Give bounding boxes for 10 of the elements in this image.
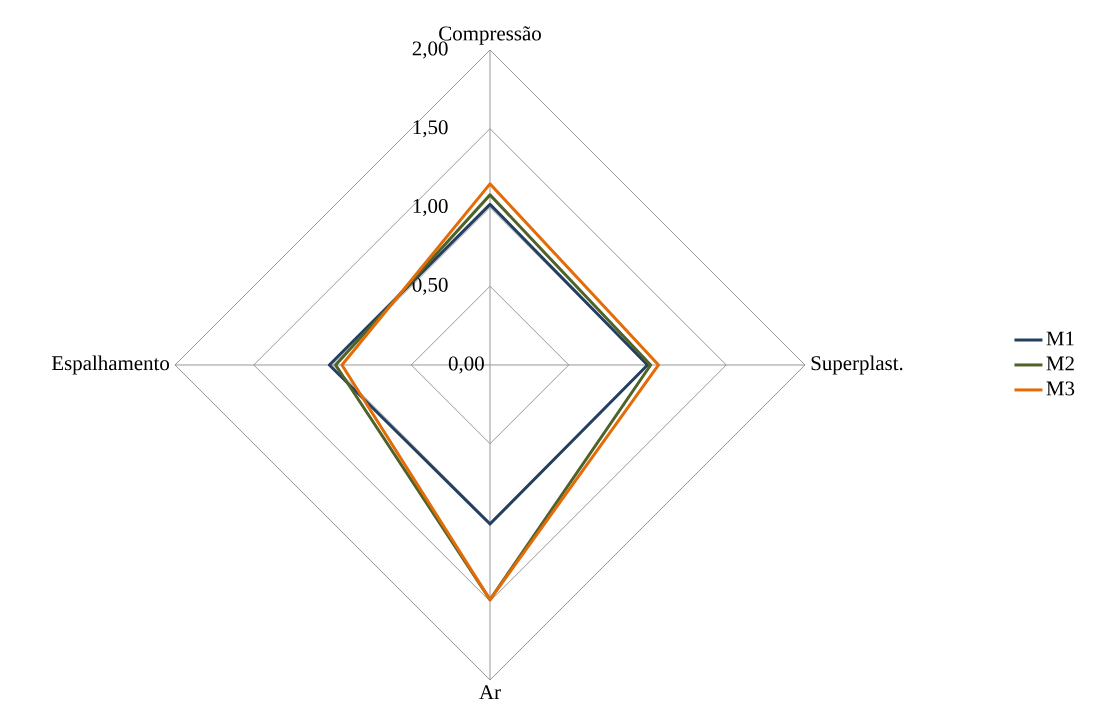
y-tick-label: 1,50 [413,120,448,138]
legend-label: M1 [1046,331,1074,346]
spoke-label: Espalhamento [51,355,170,375]
spoke-label: Superplast. [811,355,903,375]
legend-label: M2 [1046,356,1074,371]
y-tick-label: 0,00 [448,356,484,374]
legend-label: M3 [1046,381,1075,396]
y-tick-label: 0,50 [412,277,448,295]
y-tick-label: 1,00 [413,198,448,217]
spoke-label: Ar [479,685,501,699]
